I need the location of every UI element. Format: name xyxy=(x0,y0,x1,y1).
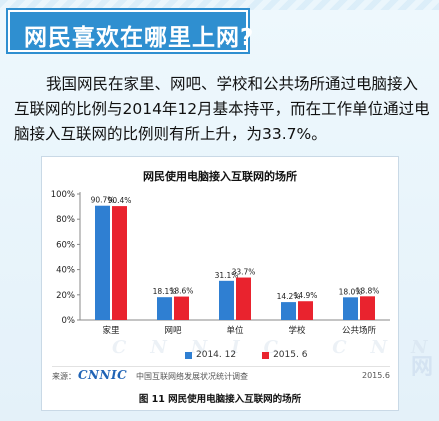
bar-2015-6 xyxy=(112,206,127,320)
legend-item-series-1: 2014. 12 xyxy=(185,350,236,360)
bar-2015-6 xyxy=(174,296,189,320)
bar-2015-6 xyxy=(236,277,251,320)
chart-card: CNNIC CNNIC 网民使用电脑接入互联网的场所 0% 20% 40% 60% 80… xyxy=(41,156,439,411)
title-banner: 网民喜欢在哪里上网? xyxy=(8,10,253,52)
source-label: 来源： xyxy=(52,372,76,381)
bar-2014-12 xyxy=(219,280,234,320)
cnnic-logo: CNNIC xyxy=(78,368,128,382)
cnnic-background-watermark: CNNIC CNNIC xyxy=(112,337,439,358)
data-label: 33.7% xyxy=(232,268,256,277)
data-label: 18.8% xyxy=(356,286,380,295)
bar-2014-12 xyxy=(95,205,110,320)
description-paragraph: 我国网民在家里、网吧、学校和公共场所通过电脑接入互联网的比例与2014年12月基… xyxy=(14,75,430,143)
bar-2015-6 xyxy=(360,296,375,320)
legend-swatch-series-2 xyxy=(262,351,270,359)
chart-legend: 2014. 12 2015. 6 xyxy=(185,350,307,360)
chart-title: 网民使用电脑接入互联网的场所 xyxy=(143,170,297,183)
data-label: 14.2% xyxy=(277,292,301,301)
source-date: 2015.6 xyxy=(362,371,390,380)
x-tick-label: 学校 xyxy=(288,325,306,336)
data-label: 90.4% xyxy=(108,196,132,205)
bar-2014-12 xyxy=(281,302,296,320)
source-org: 中国互联网络发展状况统计调查 xyxy=(136,372,248,381)
y-tick-label: 100% xyxy=(51,190,75,200)
figure-caption: 图 11 网民使用电脑接入互联网的场所 xyxy=(138,394,302,405)
bar-2014-12 xyxy=(343,297,358,320)
data-label: 31.1% xyxy=(215,271,239,280)
legend-label-series-1: 2014. 12 xyxy=(196,350,237,360)
watermark: 网 xyxy=(410,355,435,380)
source-line: 来源： CNNIC 中国互联网络发展状况统计调查 2015.6 xyxy=(52,366,390,384)
bar-chart: 0% 20% 40% 60% 80% 100% 90.7%90.4% 家里 18.1%18.6%… xyxy=(51,190,390,336)
x-tick-label: 单位 xyxy=(226,325,244,336)
data-label: 18.0% xyxy=(339,287,363,296)
data-label: 18.1% xyxy=(153,287,177,296)
page-title: 网民喜欢在哪里上网? xyxy=(24,25,255,51)
y-tick-label: 80% xyxy=(56,215,75,225)
data-label: 18.6% xyxy=(170,287,194,296)
legend-swatch-series-1 xyxy=(185,351,192,359)
x-tick-label: 家里 xyxy=(102,325,120,336)
y-tick-label: 60% xyxy=(56,240,75,250)
legend-item-series-2: 2015. 6 xyxy=(262,350,307,360)
bar-2015-6 xyxy=(298,301,313,320)
legend-label-series-2: 2015. 6 xyxy=(273,350,308,360)
x-tick-label: 网吧 xyxy=(164,326,182,336)
y-tick-label: 20% xyxy=(56,291,75,301)
y-tick-label: 0% xyxy=(62,316,76,326)
y-tick-label: 40% xyxy=(56,266,75,276)
data-label: 14.9% xyxy=(294,291,318,300)
decorative-stripes xyxy=(0,0,439,10)
x-tick-label: 公共场所 xyxy=(342,325,377,336)
data-label: 90.7% xyxy=(91,196,115,205)
bar-2014-12 xyxy=(157,297,172,320)
